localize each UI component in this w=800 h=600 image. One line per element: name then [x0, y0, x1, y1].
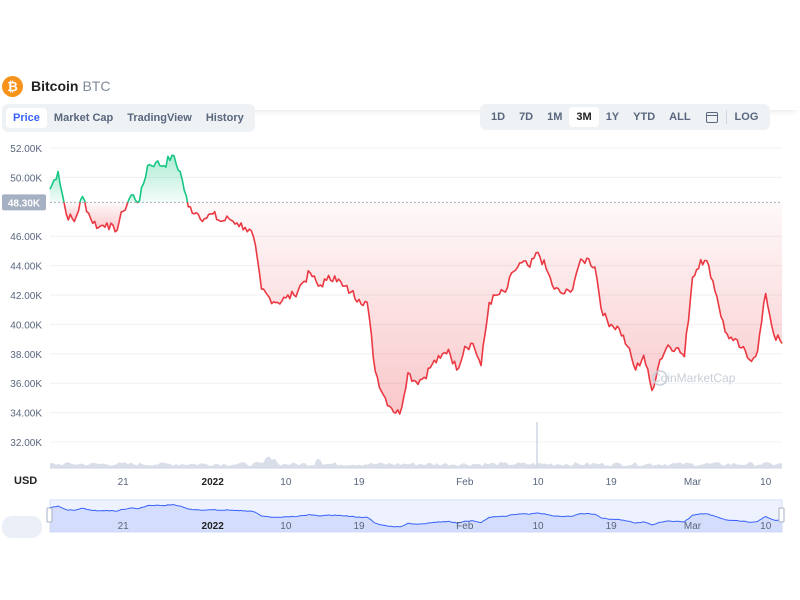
y-tick-label: 52.00K — [10, 144, 42, 155]
tab-price[interactable]: Price — [6, 108, 47, 128]
x-tick-label: 19 — [606, 477, 618, 488]
navigator-window — [49, 499, 783, 533]
line-segment-down — [84, 202, 129, 233]
navigator-handle-left — [46, 507, 53, 523]
y-tick-label: 34.00K — [10, 409, 42, 420]
x-tick-label: 10 — [280, 477, 292, 488]
tab-history[interactable]: History — [205, 112, 244, 124]
range-1m[interactable]: 1M — [547, 111, 563, 123]
navigator-area — [50, 504, 782, 532]
area-fills — [50, 155, 782, 415]
area-above-baseline — [80, 196, 85, 203]
log-toggle[interactable]: LOG — [734, 111, 759, 123]
y-axis-labels: 32.00K 34.00K 36.00K 38.00K 40.00K 42.00K 44.0… — [2, 144, 46, 449]
y-tick-label: 46.00K — [10, 232, 42, 243]
tab-tradingview[interactable]: TradingView — [127, 112, 192, 124]
x-axis-labels: 21 2022 10 19 Feb 10 19 Mar 10 — [118, 477, 772, 488]
navigator-tick-label: 2022 — [202, 521, 225, 532]
currency-label: USD — [14, 475, 37, 487]
line-segment-up — [49, 170, 65, 203]
line-segment-down — [186, 202, 783, 415]
y-tick-label: 42.00K — [10, 291, 42, 302]
x-tick-label: 10 — [532, 477, 544, 488]
x-tick-label: 2022 — [202, 477, 225, 488]
coin-symbol: BTC — [82, 78, 111, 94]
line-segment-up — [79, 195, 86, 203]
calendar-icon[interactable] — [705, 111, 718, 123]
area-above-baseline — [50, 171, 64, 203]
bitcoin-icon: ₿ — [2, 75, 23, 97]
navigator-tick-label: 19 — [354, 521, 366, 532]
range-ytd[interactable]: YTD — [633, 111, 656, 123]
coin-name: Bitcoin — [31, 78, 79, 94]
divider — [725, 110, 727, 124]
coinmarketcap-logo-icon — [652, 370, 668, 386]
coin-header: ₿ Bitcoin BTC — [0, 62, 800, 110]
line-segment-up — [127, 194, 138, 203]
range-selector: 1D 7D 1M 3M 1Y YTD ALL LOG — [480, 104, 771, 130]
y-tick-label: 50.00K — [10, 173, 42, 184]
navigator-tick-label: 10 — [760, 521, 772, 532]
y-tick-label: 36.00K — [10, 379, 42, 390]
navigator-tick-label: 10 — [280, 521, 292, 532]
y-tick-label: 40.00K — [10, 320, 42, 331]
range-1y[interactable]: 1Y — [605, 111, 620, 123]
navigator: 21 2022 10 19 Feb 10 19 Mar 10 — [2, 499, 785, 538]
tab-market-cap[interactable]: Market Cap — [53, 112, 114, 124]
watermark-text: CoinMarketCap — [652, 371, 736, 385]
area-below-baseline — [187, 202, 782, 415]
navigator-tick-label: Mar — [684, 521, 702, 532]
area-above-baseline — [137, 155, 188, 203]
range-all[interactable]: ALL — [669, 111, 691, 123]
navigator-tick-label: 19 — [606, 521, 618, 532]
navigator-tick-label: 10 — [532, 521, 544, 532]
chart-tabs: Price Market Cap TradingView History — [2, 104, 255, 132]
navigator-tick-label: Feb — [456, 521, 474, 532]
x-tick-label: 10 — [760, 477, 772, 488]
range-1d[interactable]: 1D — [491, 111, 506, 123]
x-tick-label: Feb — [456, 477, 474, 488]
navigator-line — [49, 504, 783, 528]
range-3m[interactable]: 3M — [569, 107, 599, 127]
area-above-baseline — [127, 194, 138, 203]
grid-lines — [50, 147, 782, 443]
navigator-tick-label: 21 — [118, 521, 130, 532]
baseline-badge — [2, 194, 46, 211]
range-7d[interactable]: 7D — [519, 111, 534, 123]
navigator-scroll-icon — [2, 516, 42, 538]
x-tick-label: 19 — [354, 477, 366, 488]
navigator-handle-right — [778, 507, 785, 523]
y-tick-label: 32.00K — [10, 438, 42, 449]
volume-bars — [50, 422, 782, 469]
price-line — [49, 154, 783, 415]
baseline-label: 48.30K — [8, 198, 41, 209]
area-below-baseline — [64, 202, 81, 222]
line-segment-down — [63, 202, 81, 223]
x-tick-label: 21 — [118, 477, 130, 488]
volume-area — [50, 456, 782, 468]
x-tick-label: Mar — [684, 477, 702, 488]
y-tick-label: 44.00K — [10, 262, 42, 273]
y-tick-label: 38.00K — [10, 350, 42, 361]
line-segment-up — [137, 154, 189, 204]
area-below-baseline — [84, 202, 128, 232]
